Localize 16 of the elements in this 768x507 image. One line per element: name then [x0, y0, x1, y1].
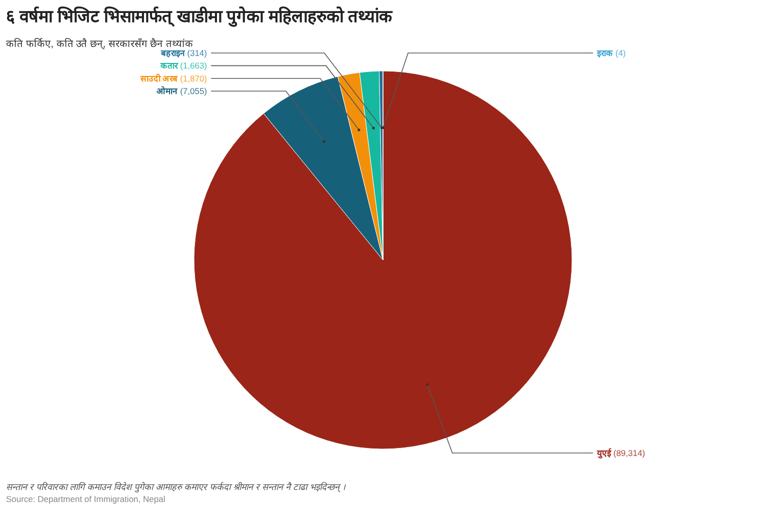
data-label: (7,055) [178, 86, 208, 96]
chart-subtitle: कति फर्किए, कति उतै छन्, सरकारसँग छैन तथ्यांक [6, 38, 194, 50]
slice-label: बहराइन [160, 48, 186, 58]
data-label: (4) [613, 48, 626, 58]
data-label: (314) [184, 48, 208, 58]
chart-title: ६ वर्षमा भिजिट भिसामार्फत् खाडीमा पुगेका महिलाहरुको तथ्यांक [6, 6, 394, 27]
slice-label: कतार [160, 60, 179, 71]
slice-label: इराक [596, 48, 613, 58]
data-label: (1,870) [178, 73, 208, 84]
slice-label: युएई [596, 448, 612, 459]
source-note: Source: Department of Immigration, Nepal [6, 494, 166, 504]
data-label: (89,314) [611, 448, 646, 458]
slice-label: साउदी अरब [139, 73, 179, 84]
slice-label: ओमान [156, 86, 179, 96]
data-label: (1,663) [178, 60, 208, 71]
text: सन्तान र परिवारका लागि कमाउन विदेश पुगेका आमाहरु कमाएर फर्कदा श्रीमान र सन्तान नै टाढा भइदिन्छन् । [6, 481, 346, 493]
